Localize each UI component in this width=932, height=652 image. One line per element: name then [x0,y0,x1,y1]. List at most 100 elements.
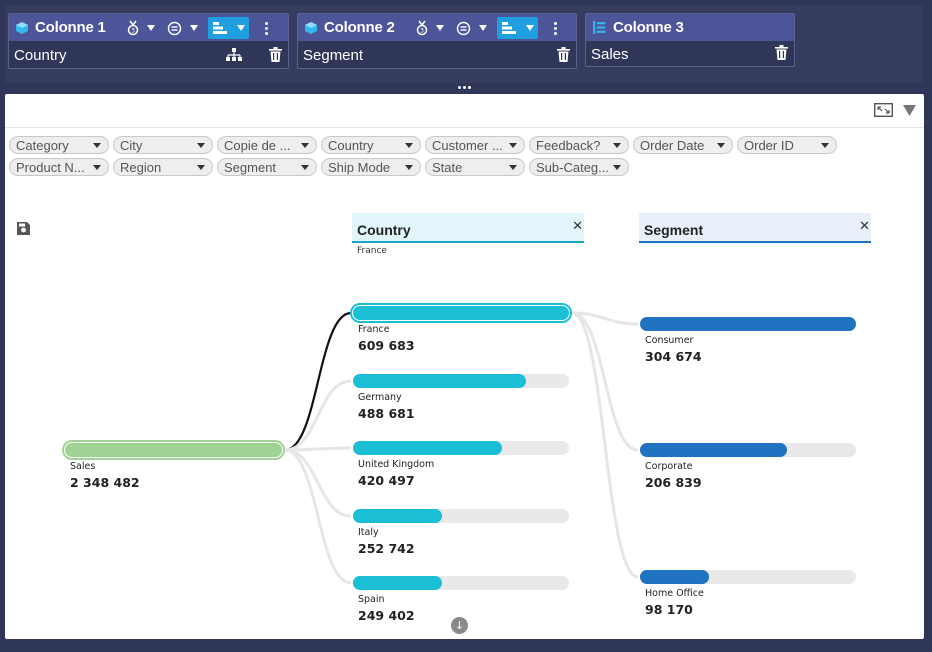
scroll-down-button[interactable]: ↓ [451,617,468,634]
country-node-label: United Kingdom [358,459,435,470]
close-icon[interactable]: ✕ [859,219,870,234]
column-2-field: Segment [298,41,576,69]
filter-chip[interactable]: Feedback? [529,136,629,154]
filter-chip[interactable]: Ship Mode [321,158,421,176]
filter-chip-label: Product N... [16,159,85,175]
country-node-bar[interactable] [353,576,569,590]
filter-chip[interactable]: Customer ... [425,136,525,154]
filter-chip[interactable]: State [425,158,525,176]
column-3-card[interactable]: Colonne 3 Sales [585,13,795,67]
panel-resize-handle[interactable] [458,86,471,89]
segment-node-value: 98 170 [645,602,693,617]
segment-node-bar[interactable] [640,317,856,331]
connector-root-country [284,448,352,585]
level-header-segment[interactable]: Segment ✕ [639,213,871,243]
equals-circle-icon [456,21,471,35]
level-header-country-label: Country [357,222,411,238]
filter-chip[interactable]: Copie de ... [217,136,317,154]
connector-root-country [284,311,352,452]
visualization-panel: Category City Copie de ... Country Customer … [5,94,924,639]
ranking-button[interactable]: 3 [127,17,155,39]
chevron-down-icon [821,143,829,148]
column-1-menu-button[interactable] [259,21,273,35]
chevron-down-icon [479,25,487,31]
chevron-down-icon [526,25,534,31]
chevron-down-icon [237,25,245,31]
trash-icon[interactable] [269,47,282,62]
filter-chip-bar: Category City Copie de ... Country Customer … [9,136,889,176]
chevron-down-icon [405,165,413,170]
close-icon[interactable]: ✕ [572,219,583,234]
sort-button[interactable] [208,17,249,39]
filter-chip[interactable]: Product N... [9,158,109,176]
country-node-bar-fill [353,306,569,320]
country-node-bar[interactable] [350,303,572,323]
filter-funnel-icon[interactable] [903,104,916,116]
filter-chip[interactable]: Category [9,136,109,154]
hierarchy-icon[interactable] [226,48,242,62]
country-node-value: 252 742 [358,541,415,556]
filter-chip[interactable]: City [113,136,213,154]
root-node-sales-bar[interactable] [62,440,285,460]
svg-text:3: 3 [131,28,135,35]
country-node-label: France [358,324,390,335]
filter-chip-label: Region [120,159,162,175]
filter-chip[interactable]: Sub-Categ... [529,158,629,176]
country-node-bar-fill [353,576,442,590]
column-3-title: Colonne 3 [613,19,684,36]
filter-chip-label: Order ID [744,137,794,153]
expand-icon[interactable] [874,103,893,117]
level-country-selected: France [357,246,387,256]
chevron-down-icon [197,143,205,148]
connector-root-country [284,379,352,452]
country-node-value: 249 402 [358,608,415,623]
cube-icon [305,21,317,34]
filter-chip[interactable]: Region [113,158,213,176]
chevron-down-icon [93,165,101,170]
country-node-bar[interactable] [353,441,569,455]
cube-icon [16,21,28,34]
filter-chip[interactable]: Country [321,136,421,154]
segment-node-bar-fill [640,443,787,457]
filter-chip[interactable]: Order Date [633,136,733,154]
left-resize-handle[interactable] [0,318,3,331]
column-1-card[interactable]: Colonne 1 3 Country [8,13,289,69]
level-header-country[interactable]: Country ✕ [352,213,584,243]
chevron-down-icon [509,165,517,170]
chevron-down-icon [613,165,621,170]
country-node-label: Spain [358,594,385,605]
country-node-bar[interactable] [353,374,569,388]
level-header-segment-label: Segment [644,222,704,238]
filter-chip-label: Copie de ... [224,137,291,153]
aggregation-button[interactable] [456,17,487,39]
root-node-sales-bar-fill [65,443,282,457]
connector-country-segment [571,311,639,579]
column-1-field: Country [9,41,288,69]
filter-chip[interactable]: Segment [217,158,317,176]
segment-node-label: Home Office [645,588,704,599]
save-icon[interactable] [17,222,30,235]
segment-node-bar[interactable] [640,443,856,457]
chevron-down-icon [301,143,309,148]
country-node-bar-fill [353,441,503,455]
country-node-bar-fill [353,374,526,388]
column-2-menu-button[interactable] [548,21,562,35]
ranking-button[interactable]: 3 [416,17,444,39]
column-2-field-label: Segment [303,46,364,64]
connector-country-segment [571,311,639,326]
country-node-bar[interactable] [353,509,569,523]
filter-chip[interactable]: Order ID [737,136,837,154]
column-2-card[interactable]: Colonne 2 3 Segment [297,13,577,69]
trash-icon[interactable] [775,45,788,60]
arrow-down-icon: ↓ [454,619,465,632]
column-3-field-label: Sales [591,45,629,63]
trash-icon[interactable] [557,47,570,62]
right-resize-handle[interactable] [928,318,931,331]
aggregation-button[interactable] [167,17,198,39]
country-node-label: Germany [358,392,402,403]
connector-root-country [284,446,352,452]
segment-node-bar[interactable] [640,570,856,584]
filter-chip-label: Ship Mode [328,159,391,175]
chevron-down-icon [197,165,205,170]
sort-button[interactable] [497,17,538,39]
